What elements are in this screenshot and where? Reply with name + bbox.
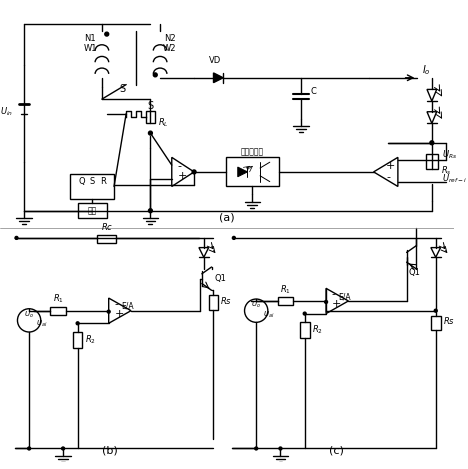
Circle shape bbox=[148, 209, 153, 212]
Text: $R_1$: $R_1$ bbox=[280, 283, 291, 296]
Polygon shape bbox=[109, 298, 131, 323]
Polygon shape bbox=[373, 158, 398, 187]
Text: -: - bbox=[332, 289, 336, 299]
Text: +: + bbox=[115, 309, 124, 318]
Text: E/A: E/A bbox=[339, 292, 351, 301]
Text: C: C bbox=[311, 87, 316, 96]
Text: $R_s$: $R_s$ bbox=[440, 165, 451, 177]
Text: 光耦隔离器: 光耦隔离器 bbox=[241, 147, 264, 157]
Bar bbox=[300, 322, 309, 338]
Text: S: S bbox=[119, 84, 125, 94]
Text: (c): (c) bbox=[329, 446, 344, 455]
Text: $Rc$: $Rc$ bbox=[101, 221, 113, 232]
Text: $R_1$: $R_1$ bbox=[53, 293, 64, 305]
Text: VD: VD bbox=[209, 56, 221, 65]
Text: $U_{ref-i}$: $U_{ref-i}$ bbox=[441, 173, 467, 185]
Text: Q1: Q1 bbox=[214, 273, 227, 283]
Text: (b): (b) bbox=[102, 446, 117, 455]
Circle shape bbox=[303, 312, 306, 315]
Polygon shape bbox=[238, 167, 248, 177]
Circle shape bbox=[192, 170, 196, 174]
Circle shape bbox=[107, 310, 110, 313]
Circle shape bbox=[430, 141, 434, 145]
Circle shape bbox=[62, 447, 65, 450]
Text: N1: N1 bbox=[84, 34, 96, 43]
Text: $U_o$: $U_o$ bbox=[251, 300, 261, 310]
Text: -: - bbox=[177, 161, 182, 171]
Bar bbox=[97, 235, 117, 243]
Polygon shape bbox=[431, 248, 440, 257]
Bar bbox=[209, 295, 219, 310]
Circle shape bbox=[105, 32, 109, 36]
Polygon shape bbox=[172, 158, 194, 187]
Polygon shape bbox=[199, 248, 209, 257]
Text: $U_{ai}$: $U_{ai}$ bbox=[36, 319, 47, 329]
Bar bbox=[78, 204, 107, 218]
Circle shape bbox=[17, 309, 41, 332]
Bar bbox=[278, 297, 293, 305]
Circle shape bbox=[434, 309, 437, 312]
Text: N2: N2 bbox=[164, 34, 176, 43]
Text: $R_2$: $R_2$ bbox=[313, 324, 323, 336]
Text: Q1: Q1 bbox=[409, 268, 420, 277]
Text: Q: Q bbox=[79, 176, 85, 186]
Text: $U_o$: $U_o$ bbox=[24, 310, 34, 320]
Circle shape bbox=[233, 236, 235, 239]
Text: $Rs$: $Rs$ bbox=[443, 315, 454, 326]
Bar bbox=[146, 111, 155, 123]
Circle shape bbox=[154, 73, 157, 77]
Bar bbox=[431, 316, 440, 330]
Circle shape bbox=[245, 299, 268, 322]
Circle shape bbox=[76, 322, 79, 325]
Text: $I_o$: $I_o$ bbox=[422, 63, 431, 77]
Text: -: - bbox=[115, 299, 118, 309]
Circle shape bbox=[15, 236, 18, 239]
Text: $U_{ai}$: $U_{ai}$ bbox=[263, 310, 274, 320]
Text: S: S bbox=[89, 176, 95, 186]
Text: $U_{Rs}$: $U_{Rs}$ bbox=[441, 148, 457, 161]
Bar bbox=[226, 158, 279, 187]
Text: +: + bbox=[332, 299, 341, 309]
Polygon shape bbox=[427, 90, 437, 101]
Circle shape bbox=[279, 447, 282, 450]
Text: S: S bbox=[147, 101, 154, 111]
Text: 时钟: 时钟 bbox=[88, 206, 97, 215]
Polygon shape bbox=[427, 112, 437, 123]
Text: E/A: E/A bbox=[121, 302, 134, 311]
Text: R: R bbox=[100, 176, 106, 186]
Bar bbox=[70, 174, 114, 198]
Text: +: + bbox=[177, 171, 187, 181]
Text: +: + bbox=[386, 161, 395, 171]
Text: $R_2$: $R_2$ bbox=[85, 333, 96, 346]
Circle shape bbox=[255, 447, 258, 450]
Circle shape bbox=[325, 301, 328, 303]
Circle shape bbox=[148, 131, 153, 135]
Bar bbox=[51, 307, 66, 315]
Text: W1: W1 bbox=[83, 44, 97, 53]
Text: $R_L$: $R_L$ bbox=[158, 116, 169, 129]
Bar bbox=[426, 154, 438, 169]
Bar bbox=[73, 332, 82, 348]
Circle shape bbox=[28, 447, 30, 450]
Text: W2: W2 bbox=[163, 44, 176, 53]
Polygon shape bbox=[213, 73, 223, 83]
Text: -: - bbox=[386, 172, 390, 182]
Polygon shape bbox=[326, 288, 348, 314]
Text: $U_{in}$: $U_{in}$ bbox=[0, 106, 13, 118]
Text: $Rs$: $Rs$ bbox=[220, 295, 232, 306]
Text: (a): (a) bbox=[219, 212, 235, 222]
